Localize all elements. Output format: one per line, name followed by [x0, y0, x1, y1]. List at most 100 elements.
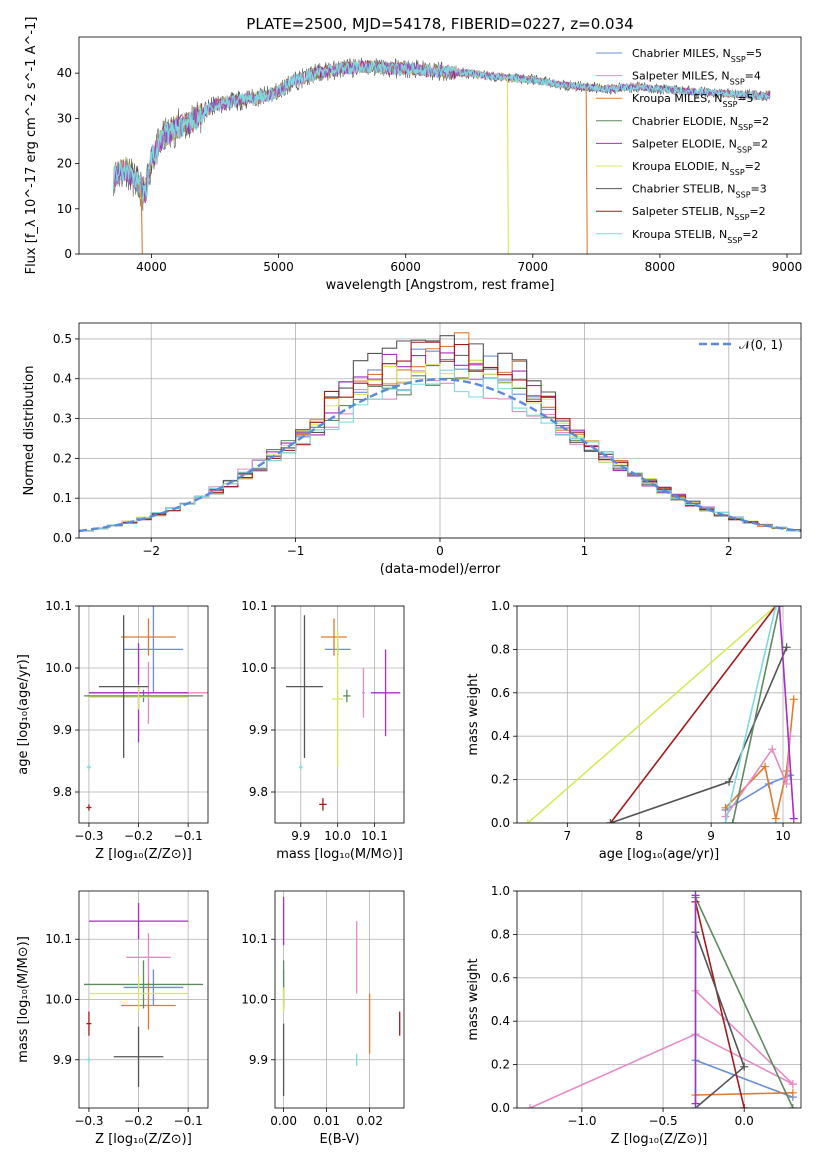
- y-tick-label: 10.0: [241, 661, 268, 675]
- y-tick-label: 10.1: [45, 932, 72, 946]
- weight-marker: [691, 1099, 700, 1108]
- x-tick-label: −1: [287, 544, 305, 558]
- x-tick-label: −0.3: [74, 829, 103, 843]
- legend-label: Kroupa MILES, NSSP=5: [632, 92, 754, 109]
- x-tick-label: −0.1: [174, 829, 203, 843]
- x-tick-label: 0: [436, 544, 444, 558]
- x-axis-label: wavelength [Angstrom, rest frame]: [326, 278, 555, 293]
- y-tick-label: 0.0: [491, 816, 510, 830]
- plot-area: [79, 332, 801, 533]
- x-tick-label: −0.2: [124, 829, 153, 843]
- x-tick-label: 5000: [263, 260, 294, 274]
- weight-marker: [691, 891, 700, 900]
- y-axis-label: mass weight: [466, 958, 481, 1040]
- legend-label: Salpeter MILES, NSSP=4: [632, 70, 761, 87]
- y-axis-label: age [log₁₀(age/yr)]: [16, 654, 31, 775]
- weight-marker: [788, 1080, 797, 1089]
- weight-line: [694, 897, 794, 1108]
- y-tick-label: 9.8: [249, 785, 268, 799]
- x-axis-label: Z [log₁₀(Z/Z⊙)]: [95, 847, 192, 862]
- legend-label: Kroupa ELODIE, NSSP=2: [632, 160, 761, 177]
- y-tick-label: 0.2: [53, 451, 72, 465]
- x-tick-label: 9000: [772, 260, 803, 274]
- weight-line: [694, 931, 746, 1108]
- y-tick-label: 10.1: [241, 932, 268, 946]
- y-tick-label: 0.2: [491, 1058, 510, 1072]
- weight-marker: [789, 695, 798, 704]
- weight-marker: [782, 779, 791, 788]
- weight-line: [731, 606, 781, 823]
- normal-curve: [79, 377, 801, 533]
- weight-line: [724, 736, 791, 817]
- weight-line: [527, 606, 777, 823]
- plot-area: [83, 903, 204, 1087]
- legend-label: 𝒩(0, 1): [739, 338, 783, 352]
- y-tick-label: 0.8: [491, 642, 510, 656]
- y-axis-label: Flux [f_λ 10^-17 erg cm^-2 s^-1 A^-1]: [24, 17, 39, 275]
- x-axis-label: mass [log₁₀(M/M⊙)]: [276, 847, 403, 862]
- weight-marker: [771, 606, 780, 610]
- spectrum-line: [113, 61, 771, 203]
- x-tick-label: 8: [635, 829, 643, 843]
- y-tick-label: 9.9: [249, 723, 268, 737]
- weight-marker: [606, 819, 615, 823]
- plot-area: [523, 606, 798, 823]
- weight-marker: [761, 762, 770, 771]
- weight-line: [694, 901, 745, 1108]
- x-tick-label: 9.9: [291, 829, 310, 843]
- weight-line: [778, 606, 795, 819]
- y-tick-label: 30: [57, 111, 72, 125]
- y-tick-label: 0.0: [53, 531, 72, 545]
- figure-title: PLATE=2500, MJD=54178, FIBERID=0227, z=0…: [246, 15, 633, 33]
- y-tick-label: 10.1: [45, 599, 72, 613]
- plot-area: [282, 897, 401, 1096]
- y-tick-label: 9.9: [53, 1053, 72, 1067]
- plot-area: [112, 57, 771, 254]
- x-tick-label: 10.0: [324, 829, 351, 843]
- axes-frame: [516, 890, 802, 1109]
- y-tick-label: 0.6: [491, 971, 510, 985]
- legend-label: Chabrier ELODIE, NSSP=2: [632, 115, 769, 132]
- x-axis-label: age [log₁₀(age/yr)]: [599, 847, 720, 862]
- legend-label: Kroupa STELIB, NSSP=2: [632, 228, 758, 245]
- x-axis-label: (data-model)/error: [380, 562, 501, 577]
- spectrum-line: [112, 60, 771, 201]
- x-tick-label: 0.01: [313, 1114, 340, 1128]
- x-axis-label: E(B-V): [319, 1132, 359, 1147]
- x-tick-label: 7000: [518, 260, 549, 274]
- x-tick-label: 8000: [645, 260, 676, 274]
- y-tick-label: 10.0: [45, 993, 72, 1007]
- y-tick-label: 0.4: [53, 372, 72, 386]
- weight-marker: [725, 777, 734, 786]
- weight-marker: [788, 1088, 797, 1097]
- y-axis-label: mass [log₁₀(M/M⊙)]: [16, 936, 31, 1063]
- weight-line: [694, 990, 794, 1085]
- weight-marker: [775, 606, 784, 610]
- y-tick-label: 10.0: [241, 993, 268, 1007]
- y-tick-label: 10: [57, 202, 72, 216]
- plot-area: [286, 615, 401, 811]
- x-tick-label: 4000: [136, 260, 167, 274]
- weight-marker: [789, 814, 798, 823]
- x-axis-label: Z [log₁₀(Z/Z⊙)]: [95, 1132, 192, 1147]
- x-axis-label: Z [log₁₀(Z/Z⊙)]: [611, 1132, 708, 1147]
- x-tick-label: −1.0: [567, 1114, 596, 1128]
- weight-marker: [728, 819, 737, 823]
- y-tick-label: 0.4: [491, 729, 510, 743]
- axes-frame: [78, 36, 802, 255]
- legend-label: Salpeter ELODIE, NSSP=2: [632, 137, 768, 154]
- y-tick-label: 10.1: [241, 599, 268, 613]
- weight-marker: [782, 643, 791, 652]
- weight-line: [609, 606, 777, 823]
- axes-frame: [78, 322, 802, 539]
- axes-frame: [274, 890, 405, 1109]
- spectrum-spike: [506, 77, 509, 254]
- legend-label: Salpeter STELIB, NSSP=2: [632, 205, 766, 222]
- weight-marker: [771, 814, 780, 823]
- axes-frame: [78, 605, 209, 824]
- weight-marker: [523, 819, 532, 823]
- weight-marker: [740, 1062, 749, 1071]
- x-tick-label: −0.2: [124, 1114, 153, 1128]
- y-axis-label: mass weight: [466, 673, 481, 755]
- plot-area: [83, 606, 208, 811]
